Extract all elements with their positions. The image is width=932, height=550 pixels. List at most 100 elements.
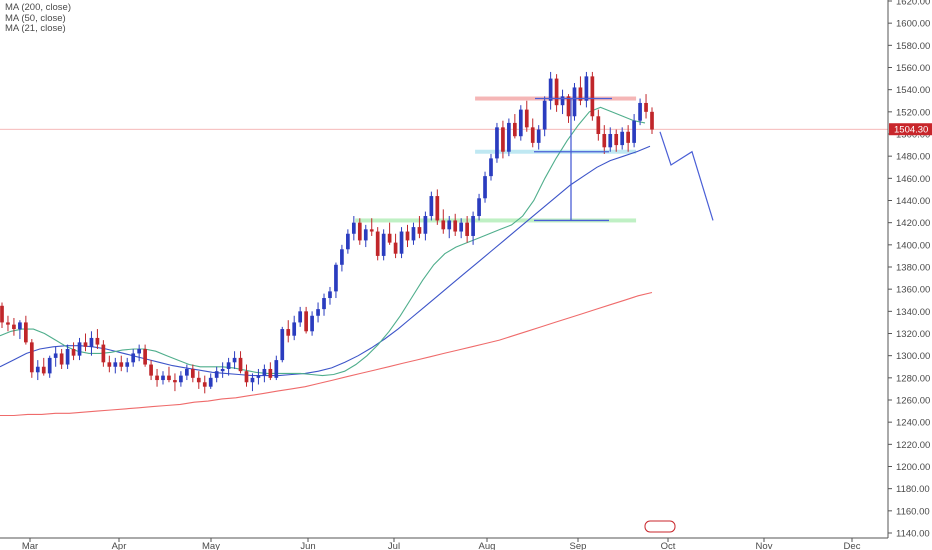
candle [608,127,613,152]
candle-body [483,176,487,199]
candle-body [393,242,398,254]
candle [226,357,231,376]
candle [369,218,374,236]
candle-body [495,127,499,159]
candle-body [638,102,642,121]
candle-body [167,375,171,381]
last-price-label: 1504.30 [894,125,928,136]
candle [220,362,225,378]
candle [119,355,124,372]
ma50-line [0,145,651,377]
candle-body [441,220,446,230]
x-tick-label: Jun [300,541,315,550]
candle [131,349,136,367]
candle-body [238,357,243,372]
candle [244,364,249,387]
candle-body [465,222,469,236]
y-tick-label: 1600.00 [896,19,930,30]
candle-body [447,220,452,230]
price-axis[interactable]: 1140.00 1160.00 1180.00 1200.00 1220.00 1240.… [887,0,932,540]
candle-body [572,87,577,117]
candle-body [101,344,106,363]
candle-body [405,231,410,241]
legend-ma21[interactable]: MA (21, close) [5,23,66,34]
candle-body [286,329,291,336]
candle-body [644,102,648,112]
candle [483,171,487,203]
candle [83,333,88,352]
candle-body [351,222,356,234]
x-tick-label: Apr [112,541,127,550]
candle-body [35,366,40,373]
candle [77,337,82,361]
candle-body [208,377,213,387]
candle-body [399,231,404,254]
candle-body [185,368,189,376]
candle-body [71,349,76,356]
candle [196,371,201,389]
candle-body [524,109,529,128]
candle-body [226,362,231,369]
candle-body [250,377,255,383]
candle [650,107,654,134]
candle [6,315,10,332]
candle-body [256,375,261,378]
candle-body [340,249,344,265]
x-tick-label: Mar [22,541,38,550]
candle-body [310,315,314,332]
candle-body [65,349,70,365]
ma200-line [0,291,653,417]
x-tick-label: May [202,541,220,550]
candle [47,355,52,378]
y-tick-label: 1200.00 [896,462,930,473]
y-tick-label: 1280.00 [896,373,930,384]
candle [375,227,380,261]
candle [143,344,147,367]
legend-ma200[interactable]: MA (200, close) [5,2,71,13]
candle-body [477,198,481,217]
candle [644,94,648,119]
candle [340,244,344,272]
candle-body [632,120,636,143]
candle-body [143,349,147,365]
candle [65,344,70,369]
candle [590,71,595,121]
y-tick-label: 1360.00 [896,285,930,296]
y-tick-label: 1320.00 [896,329,930,340]
candle [459,218,464,239]
candle-body [429,196,434,217]
candle [232,351,237,369]
candle-body [24,322,28,343]
candle [405,224,410,248]
candle [59,349,64,369]
earnings-marker-pill [644,520,676,533]
candle-body [530,127,535,143]
candle [107,355,112,373]
candle-body [190,368,195,378]
candle [89,331,94,356]
candle [262,364,267,383]
candle [310,311,314,336]
candle [530,118,535,148]
candle-body [512,122,517,137]
candle [572,83,577,121]
candle-body [346,233,350,250]
time-axis[interactable]: Mar Apr May Jun Jul Aug Sep Oct Nov Dec [0,537,888,550]
candle-body [554,78,559,106]
candle-body [471,216,475,236]
candle [620,127,625,150]
candle [137,344,142,362]
candle-body [316,309,320,316]
candle [101,340,106,367]
y-tick-label: 1300.00 [896,351,930,362]
x-tick-label: Nov [756,541,773,550]
candle-body [322,298,326,310]
candle-body [357,222,362,241]
legend-ma50[interactable]: MA (50, close) [5,12,66,24]
candle [292,315,297,341]
y-tick-label: 1380.00 [896,263,930,274]
candle [173,373,177,392]
candle-body [244,371,249,383]
candle-body [12,324,16,330]
